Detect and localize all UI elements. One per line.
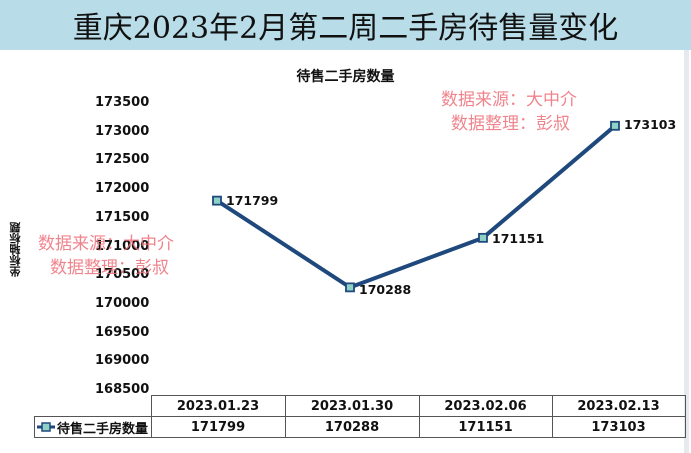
y-tick-label: 172000 bbox=[95, 181, 150, 197]
table-date-cell: 2023.01.30 bbox=[284, 395, 420, 417]
table-date-cell: 2023.01.23 bbox=[150, 395, 286, 417]
table-header-row: 2023.01.23 2023.01.30 2023.02.06 2023.02… bbox=[34, 395, 686, 417]
table-date-cell: 2023.02.13 bbox=[551, 395, 686, 417]
watermark-top-right: 数据来源：大中介 数据整理：彭叔 bbox=[441, 88, 577, 136]
data-table: 2023.01.23 2023.01.30 2023.02.06 2023.02… bbox=[34, 395, 686, 438]
y-tick-label: 173500 bbox=[95, 95, 150, 110]
header-title-bar: 重庆2023年2月第二周二手房待售量变化 bbox=[0, 0, 691, 50]
y-tick-label: 172500 bbox=[95, 152, 150, 168]
data-label-3: 171151 bbox=[492, 231, 545, 246]
watermark-author: 数据整理：彭叔 bbox=[451, 114, 570, 134]
y-tick-label: 168500 bbox=[95, 382, 150, 397]
data-point-marker bbox=[610, 120, 620, 131]
y-tick-label: 169000 bbox=[95, 353, 150, 369]
chart-title: 待售二手房数量 bbox=[296, 69, 395, 85]
table-value-cell: 170288 bbox=[284, 416, 420, 438]
legend-line-marker-icon bbox=[37, 422, 55, 432]
data-label-4: 173103 bbox=[624, 117, 677, 132]
watermark-source: 数据来源：大中介 bbox=[441, 90, 577, 110]
table-value-cell: 171799 bbox=[150, 416, 286, 438]
data-label-2: 170288 bbox=[359, 282, 412, 297]
y-tick-label: 173000 bbox=[95, 123, 150, 139]
data-label-1: 171799 bbox=[226, 193, 279, 208]
table-date-cell: 2023.02.06 bbox=[418, 395, 553, 417]
y-tick-label: 170000 bbox=[95, 295, 150, 311]
data-point-marker bbox=[212, 195, 222, 206]
y-tick-label: 171500 bbox=[95, 209, 150, 225]
chart-area bbox=[2, 50, 689, 453]
y-tick-label: 170500 bbox=[95, 267, 150, 283]
legend-cell: 待售二手房数量 bbox=[34, 416, 152, 438]
legend-label: 待售二手房数量 bbox=[57, 421, 149, 437]
table-row: 待售二手房数量 171799 170288 171151 173103 bbox=[34, 416, 686, 438]
table-value-cell: 171151 bbox=[418, 416, 553, 438]
table-value-cell: 173103 bbox=[551, 416, 686, 438]
watermark-left: 数据来源：大中介 数据整理：彭叔 bbox=[38, 232, 174, 280]
data-point-marker bbox=[345, 282, 355, 293]
y-tick-label: 171000 bbox=[95, 238, 150, 254]
y-tick-label: 169500 bbox=[95, 324, 150, 340]
watermark-author: 数据整理：彭叔 bbox=[50, 258, 169, 278]
data-point-marker bbox=[478, 232, 488, 243]
page-title: 重庆2023年2月第二周二手房待售量变化 bbox=[72, 11, 619, 46]
watermark-source: 数据来源：大中介 bbox=[38, 234, 174, 254]
